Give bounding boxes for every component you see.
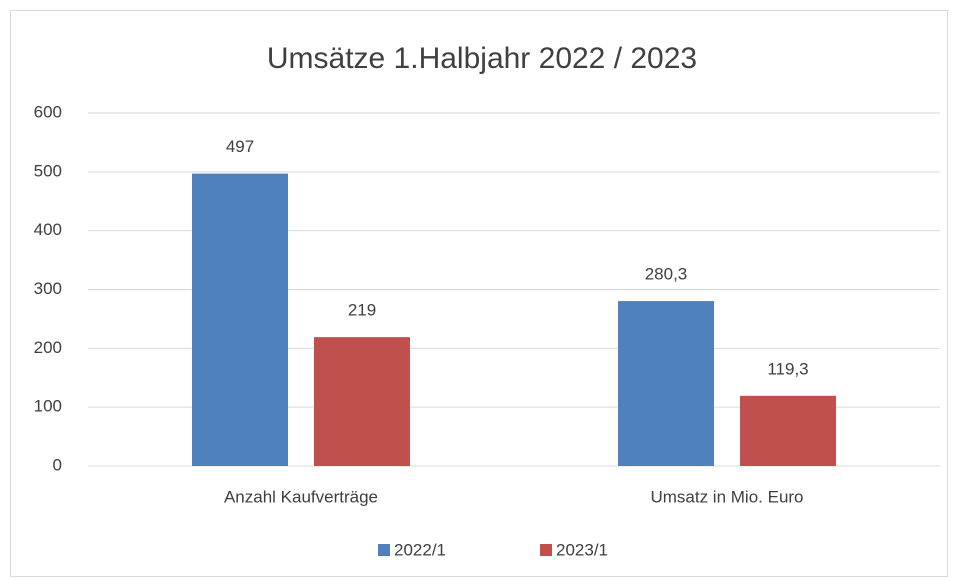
data-label: 219 (348, 301, 376, 320)
y-tick-label: 500 (34, 161, 62, 180)
x-tick-label: Umsatz in Mio. Euro (650, 487, 803, 506)
legend-label: 2023/1 (556, 540, 608, 559)
data-label: 280,3 (645, 265, 688, 284)
y-tick-label: 0 (53, 455, 62, 474)
x-tick-label: Anzahl Kaufverträge (224, 487, 378, 506)
y-tick-label: 300 (34, 279, 62, 298)
legend-swatch (378, 544, 390, 556)
legend-swatch (540, 544, 552, 556)
y-tick-label: 400 (34, 220, 62, 239)
legend-label: 2022/1 (394, 540, 446, 559)
bar (740, 395, 836, 466)
chart-title: Umsätze 1.Halbjahr 2022 / 2023 (267, 42, 697, 75)
data-label: 497 (226, 137, 254, 156)
data-label: 119,3 (767, 359, 808, 378)
chart-border (10, 10, 948, 577)
bar (314, 337, 410, 466)
y-tick-label: 200 (34, 338, 62, 357)
y-tick-label: 600 (34, 102, 62, 121)
bar (618, 301, 714, 466)
y-tick-label: 100 (34, 397, 62, 416)
bar (192, 173, 288, 466)
